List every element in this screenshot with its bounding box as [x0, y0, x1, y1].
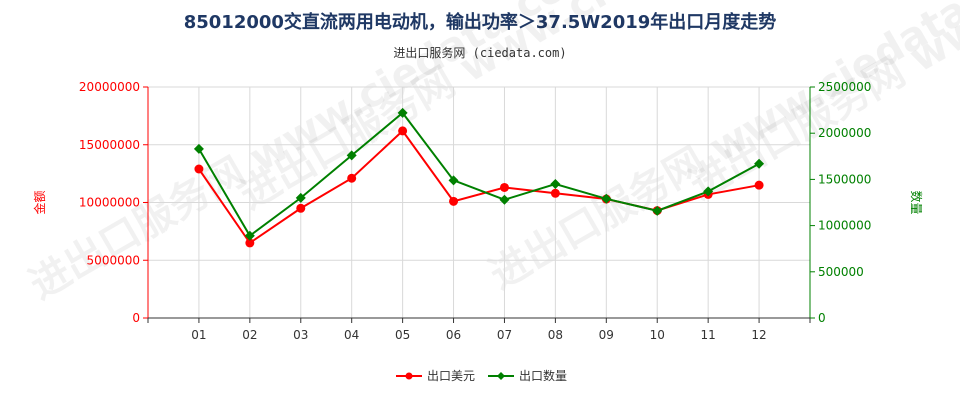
series-2-point — [550, 179, 561, 190]
series-2-point — [193, 143, 204, 154]
left-tick-label: 15000000 — [79, 138, 140, 152]
y-axis-title-right: 数量 — [909, 190, 924, 214]
legend: 出口美元 出口数量 — [396, 368, 567, 383]
series-2-point — [499, 194, 510, 205]
series-1-point — [347, 173, 357, 183]
series-1-point — [754, 180, 764, 190]
grid-lines — [147, 86, 811, 319]
x-tick-label: 01 — [191, 328, 206, 342]
x-tick-label: 02 — [242, 328, 257, 342]
legend-label-2: 出口数量 — [519, 368, 567, 383]
x-tick-label: 03 — [293, 328, 308, 342]
x-tick-label: 10 — [650, 328, 665, 342]
y-axis-title-left: 金额 — [32, 190, 47, 214]
chart-subtitle: 进出口服务网 (ciedata.com) — [393, 46, 567, 60]
x-tick-label: 04 — [344, 328, 359, 342]
series-2-point — [295, 192, 306, 203]
series-2-point — [244, 230, 255, 241]
series-line-2 — [198, 111, 760, 238]
series-2-point — [754, 158, 765, 169]
tick-labels: 0 5000000 10000000 15000000 20000000 0 500000 1… — [32, 80, 924, 342]
x-tick-label: 12 — [751, 328, 766, 342]
right-tick-label: 500000 — [818, 265, 864, 279]
series-1-point — [194, 164, 204, 174]
axes — [143, 86, 815, 323]
series-1-point — [449, 196, 459, 206]
left-tick-label: 0 — [132, 311, 140, 325]
series-1-point — [245, 238, 255, 248]
series-layer — [193, 107, 765, 248]
series-1-point — [296, 203, 306, 213]
x-tick-label: 08 — [548, 328, 563, 342]
left-tick-label: 5000000 — [87, 253, 140, 267]
series-2-point — [601, 193, 612, 204]
right-tick-label: 0 — [818, 311, 826, 325]
series-1-point — [550, 188, 560, 198]
left-tick-label: 10000000 — [79, 196, 140, 210]
series-2-point — [448, 175, 459, 186]
x-tick-label: 05 — [395, 328, 410, 342]
series-2-point — [703, 186, 714, 197]
x-tick-label: 09 — [599, 328, 614, 342]
series-2-point — [397, 107, 408, 118]
legend-marker-1 — [405, 372, 413, 380]
series-2-point — [346, 150, 357, 161]
chart-title: 85012000交直流两用电动机，输出功率＞37.5W2019年出口月度走势 — [183, 12, 777, 33]
legend-label-1: 出口美元 — [427, 369, 475, 383]
right-tick-label: 1500000 — [818, 172, 871, 186]
legend-marker-2 — [497, 372, 505, 380]
x-tick-label: 11 — [701, 328, 716, 342]
x-tick-label: 06 — [446, 328, 461, 342]
right-tick-label: 2000000 — [818, 126, 871, 140]
series-1-point — [398, 126, 408, 136]
x-tick-label: 07 — [497, 328, 512, 342]
left-tick-label: 20000000 — [79, 80, 140, 94]
right-tick-label: 1000000 — [818, 219, 871, 233]
series-2-point — [652, 205, 663, 216]
series-1-point — [499, 182, 509, 192]
right-tick-label: 2500000 — [818, 80, 871, 94]
